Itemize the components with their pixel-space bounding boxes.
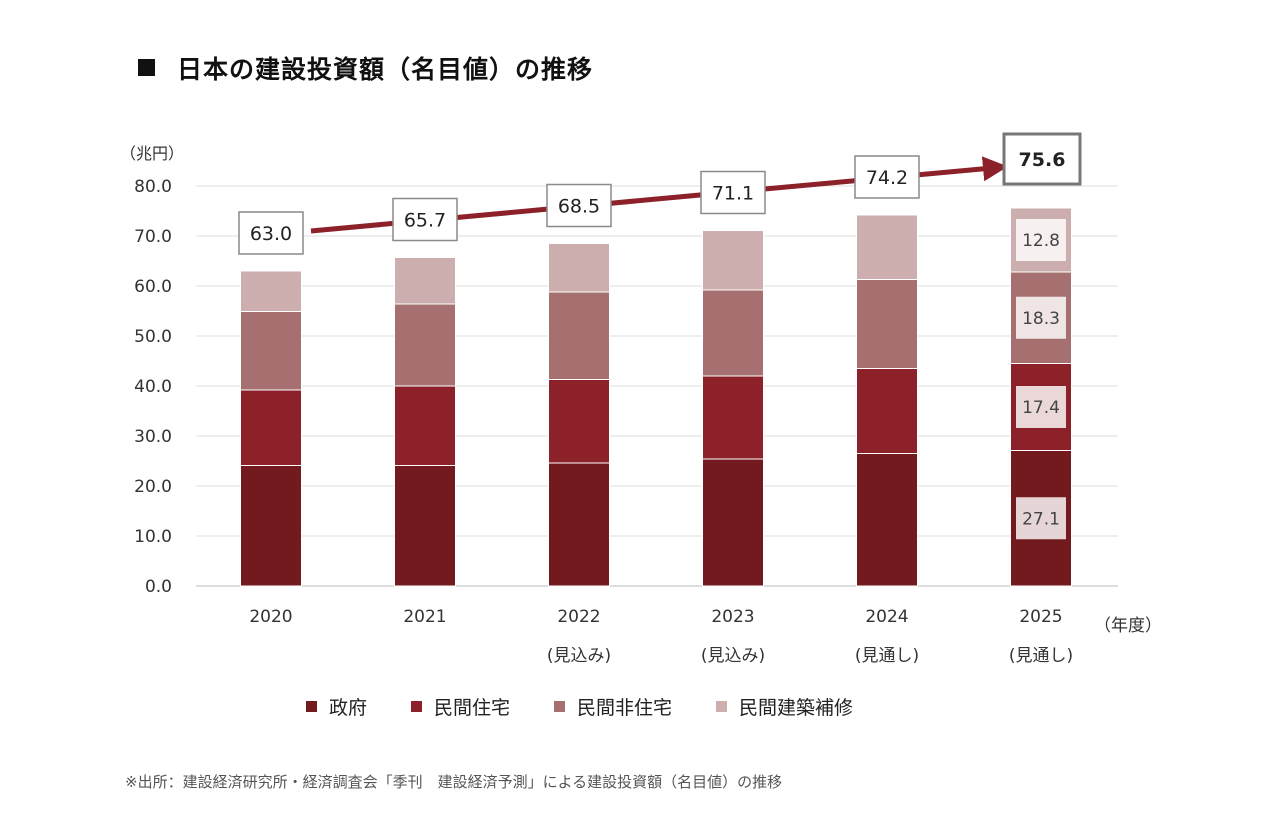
y-tick-label: 40.0 — [134, 377, 172, 397]
segment-value-label: 27.1 — [1022, 509, 1060, 529]
total-value-label: 74.2 — [866, 167, 908, 189]
legend-swatch — [554, 701, 566, 712]
total-label-box — [854, 155, 920, 199]
source-note: ※出所：建設経済研究所・経済調査会「季刊 建設経済予測」による建設投資額（名目値… — [125, 773, 783, 791]
bar-segment — [394, 257, 456, 305]
total-label-box — [392, 197, 458, 242]
legend-item: 政府 — [306, 693, 367, 720]
x-tick-label: 2020 — [249, 607, 292, 627]
legend-item: 民間住宅 — [411, 693, 510, 720]
legend-swatch — [716, 701, 728, 712]
x-tick-label: 2025 — [1019, 607, 1062, 627]
x-tick-label: 2021 — [403, 607, 446, 627]
bar-segment — [394, 385, 456, 466]
bar-segment — [240, 465, 302, 587]
total-value-label: 65.7 — [404, 210, 446, 232]
bar-segment — [548, 379, 610, 464]
y-tick-label: 70.0 — [134, 227, 172, 247]
bar-segment — [394, 465, 456, 587]
total-value-label: 71.1 — [712, 183, 754, 205]
segment-label-box — [1016, 219, 1066, 261]
bar-segment — [548, 291, 610, 380]
chart-title-text: 日本の建設投資額（名目値）の推移 — [177, 55, 594, 84]
bar-segment — [240, 270, 302, 312]
segment-label-box — [1016, 386, 1066, 428]
bar-segment — [856, 453, 918, 587]
bar-segment — [240, 311, 302, 391]
total-value-label: 63.0 — [250, 223, 292, 245]
legend-label: 民間非住宅 — [577, 697, 673, 719]
y-axis-unit: （兆円） — [120, 144, 185, 163]
x-tick-sublabel: (見込み) — [701, 646, 765, 666]
legend-label: 政府 — [329, 697, 368, 719]
bar-segment — [856, 368, 918, 454]
bar-segment — [548, 462, 610, 587]
title-square-icon — [138, 59, 155, 76]
legend-swatch — [306, 701, 317, 712]
y-tick-label: 20.0 — [134, 477, 172, 497]
bar-segment — [856, 214, 918, 280]
bar-segment — [702, 289, 764, 377]
total-value-label: 75.6 — [1019, 149, 1066, 171]
total-label-box — [546, 183, 612, 228]
bar-segment — [394, 303, 456, 387]
total-value-label: 68.5 — [558, 196, 600, 218]
legend-label: 民間建築補修 — [739, 697, 854, 719]
x-tick-sublabel: (見通し) — [855, 646, 919, 666]
total-label-box — [700, 170, 766, 215]
x-tick-sublabel: (見込み) — [547, 646, 611, 666]
x-tick-sublabel: (見通し) — [1009, 646, 1073, 666]
legend-label: 民間住宅 — [434, 697, 511, 719]
segment-label-box — [1016, 296, 1066, 339]
x-tick-label: 2023 — [711, 607, 754, 627]
bar-segment — [702, 230, 764, 291]
x-axis-unit: （年度） — [1094, 616, 1162, 636]
legend-swatch — [411, 701, 423, 712]
legend: 政府 民間住宅 民間非住宅 民間建築補修 — [306, 693, 897, 720]
y-tick-label: 30.0 — [134, 427, 172, 447]
bar-segment — [702, 458, 764, 587]
bar-segment — [702, 375, 764, 460]
legend-item: 民間非住宅 — [554, 693, 672, 720]
bar-segment — [548, 243, 610, 293]
y-tick-label: 60.0 — [134, 277, 172, 297]
y-tick-label: 50.0 — [134, 327, 172, 347]
bar-segment — [856, 279, 918, 369]
y-tick-label: 0.0 — [145, 577, 172, 597]
x-tick-label: 2022 — [557, 607, 600, 627]
segment-value-label: 17.4 — [1022, 398, 1060, 418]
x-tick-label: 2024 — [865, 607, 908, 627]
segment-value-label: 12.8 — [1022, 231, 1060, 251]
legend-item: 民間建築補修 — [716, 693, 853, 720]
bar-segment — [240, 389, 302, 466]
segment-label-box — [1016, 497, 1066, 540]
segment-value-label: 18.3 — [1022, 309, 1060, 329]
total-label-box — [238, 211, 304, 255]
y-tick-label: 10.0 — [134, 527, 172, 547]
total-label-box — [1002, 132, 1082, 186]
y-tick-label: 80.0 — [134, 177, 172, 197]
chart-title: 日本の建設投資額（名目値）の推移 — [138, 50, 593, 86]
